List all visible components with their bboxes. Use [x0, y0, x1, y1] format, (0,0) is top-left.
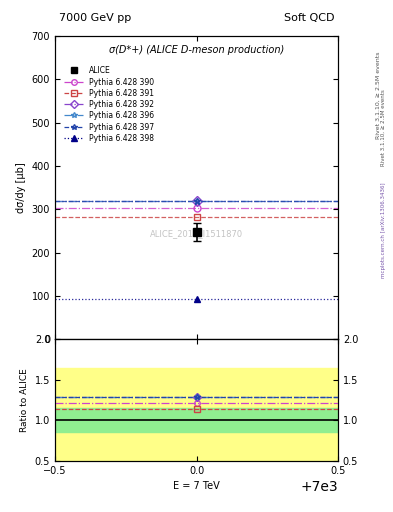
Text: ALICE_2017_I1511870: ALICE_2017_I1511870 — [150, 229, 243, 238]
Text: Rivet 3.1.10, ≥ 2.5M events: Rivet 3.1.10, ≥ 2.5M events — [375, 51, 380, 139]
Text: Rivet 3.1.10, ≥ 2.5M events: Rivet 3.1.10, ≥ 2.5M events — [381, 90, 386, 166]
X-axis label: E = 7 TeV: E = 7 TeV — [173, 481, 220, 491]
Bar — [55, 408, 338, 433]
Legend: ALICE, Pythia 6.428 390, Pythia 6.428 391, Pythia 6.428 392, Pythia 6.428 396, P: ALICE, Pythia 6.428 390, Pythia 6.428 39… — [62, 64, 156, 145]
Text: Soft QCD: Soft QCD — [284, 13, 334, 23]
Text: 7000 GeV pp: 7000 GeV pp — [59, 13, 131, 23]
Bar — [55, 368, 338, 473]
Text: σ(D*+) (ALICE D-meson production): σ(D*+) (ALICE D-meson production) — [109, 45, 284, 55]
Y-axis label: dσ/dy [μb]: dσ/dy [μb] — [16, 162, 26, 213]
Y-axis label: Ratio to ALICE: Ratio to ALICE — [20, 368, 29, 432]
Text: mcplots.cern.ch [arXiv:1306.3436]: mcplots.cern.ch [arXiv:1306.3436] — [381, 183, 386, 278]
